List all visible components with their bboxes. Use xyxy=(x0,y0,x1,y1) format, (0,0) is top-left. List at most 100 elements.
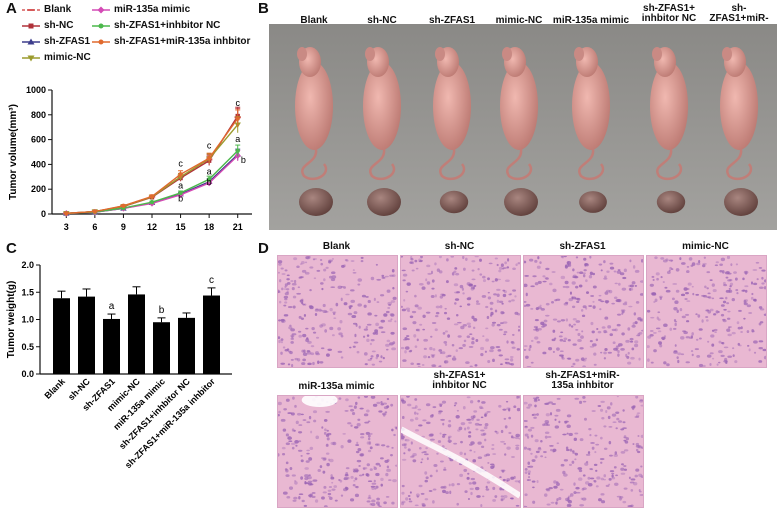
nucleus xyxy=(565,446,569,450)
nucleus xyxy=(293,279,297,284)
nucleus xyxy=(583,417,587,421)
nucleus xyxy=(548,401,553,404)
nucleus xyxy=(401,484,405,488)
nucleus xyxy=(331,488,336,491)
nucleus xyxy=(717,361,721,364)
nucleus xyxy=(344,486,348,489)
nucleus xyxy=(468,482,472,485)
nucleus xyxy=(371,482,377,485)
nucleus xyxy=(323,457,327,461)
nucleus xyxy=(496,299,500,303)
nucleus xyxy=(649,330,654,332)
nucleus xyxy=(335,302,339,307)
nucleus xyxy=(706,271,711,274)
nucleus xyxy=(528,472,531,475)
mouse-tail xyxy=(439,148,466,181)
nucleus xyxy=(615,411,620,414)
nucleus xyxy=(413,411,417,415)
nucleus xyxy=(725,296,728,300)
nucleus xyxy=(356,423,361,427)
nucleus xyxy=(306,421,311,424)
nucleus xyxy=(309,493,313,496)
nucleus xyxy=(579,438,584,442)
nucleus xyxy=(709,308,714,312)
nucleus xyxy=(364,421,369,424)
nucleus xyxy=(473,284,477,288)
nucleus xyxy=(498,328,503,331)
nucleus xyxy=(361,294,366,298)
nucleus xyxy=(509,293,513,295)
mouse-photo-panel xyxy=(269,24,777,230)
nucleus xyxy=(380,403,384,406)
nucleus xyxy=(391,268,395,273)
nucleus xyxy=(679,257,682,261)
nucleus xyxy=(456,313,459,317)
nucleus xyxy=(367,312,372,316)
nucleus xyxy=(706,296,710,299)
nucleus xyxy=(296,265,300,269)
nucleus xyxy=(416,338,419,342)
nucleus xyxy=(358,474,363,477)
nucleus xyxy=(654,298,658,302)
nucleus xyxy=(324,329,328,333)
nucleus xyxy=(423,338,428,342)
nucleus xyxy=(610,402,613,406)
nucleus xyxy=(367,299,371,304)
nucleus xyxy=(466,418,471,421)
nucleus xyxy=(576,271,580,274)
nucleus xyxy=(732,347,735,350)
nucleus xyxy=(529,258,534,262)
nucleus xyxy=(506,266,510,269)
nucleus xyxy=(278,262,282,266)
nucleus xyxy=(370,396,376,399)
nucleus xyxy=(688,257,693,261)
nucleus xyxy=(366,500,371,503)
nucleus xyxy=(592,300,595,303)
nucleus xyxy=(659,296,662,300)
nucleus xyxy=(452,355,456,358)
nucleus xyxy=(472,481,477,485)
nucleus xyxy=(468,431,472,434)
nucleus xyxy=(309,266,314,269)
nucleus xyxy=(529,344,532,349)
nucleus xyxy=(593,463,598,466)
nucleus xyxy=(582,400,587,403)
nucleus xyxy=(298,334,303,338)
nucleus xyxy=(374,314,378,317)
nucleus xyxy=(552,318,558,321)
nucleus xyxy=(560,275,566,280)
nucleus xyxy=(386,339,391,343)
nucleus xyxy=(307,480,313,483)
nucleus xyxy=(444,360,447,364)
nucleus xyxy=(636,412,641,414)
nucleus xyxy=(418,260,423,263)
nucleus xyxy=(386,465,390,469)
nucleus xyxy=(422,314,426,318)
nucleus xyxy=(516,313,520,316)
legend-marker xyxy=(27,55,35,61)
nucleus xyxy=(373,467,377,470)
nucleus xyxy=(298,330,302,333)
nucleus xyxy=(462,406,466,410)
nucleus xyxy=(340,494,344,497)
nucleus xyxy=(677,352,682,356)
nucleus xyxy=(500,322,504,325)
nucleus xyxy=(575,329,579,331)
nucleus xyxy=(506,340,509,344)
nucleus xyxy=(401,308,406,312)
nucleus xyxy=(462,292,465,295)
nucleus xyxy=(474,486,480,491)
nucleus xyxy=(685,291,689,295)
nucleus xyxy=(412,459,417,463)
nucleus xyxy=(621,310,625,314)
nucleus xyxy=(425,421,431,425)
bar xyxy=(203,295,220,374)
nucleus xyxy=(705,309,709,312)
nucleus xyxy=(524,419,528,422)
nucleus xyxy=(434,314,439,318)
nucleus xyxy=(340,297,343,302)
nucleus xyxy=(587,483,593,487)
nucleus xyxy=(759,321,764,324)
nucleus xyxy=(409,418,414,422)
nucleus xyxy=(496,288,501,291)
